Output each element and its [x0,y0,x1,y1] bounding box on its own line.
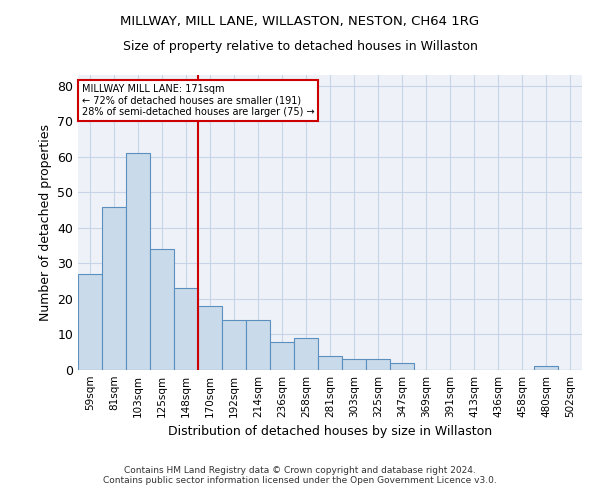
Text: Contains HM Land Registry data © Crown copyright and database right 2024.
Contai: Contains HM Land Registry data © Crown c… [103,466,497,485]
Bar [222,320,246,370]
Bar [102,206,126,370]
Bar [318,356,342,370]
Y-axis label: Number of detached properties: Number of detached properties [38,124,52,321]
Bar [366,360,390,370]
Bar [126,153,150,370]
Bar [150,249,174,370]
Bar [198,306,222,370]
Text: Size of property relative to detached houses in Willaston: Size of property relative to detached ho… [122,40,478,53]
Bar [534,366,558,370]
Bar [78,274,102,370]
Text: MILLWAY MILL LANE: 171sqm
← 72% of detached houses are smaller (191)
28% of semi: MILLWAY MILL LANE: 171sqm ← 72% of detac… [82,84,314,117]
Bar [342,360,366,370]
Bar [390,363,414,370]
Bar [270,342,294,370]
Bar [174,288,198,370]
Bar [294,338,318,370]
Text: MILLWAY, MILL LANE, WILLASTON, NESTON, CH64 1RG: MILLWAY, MILL LANE, WILLASTON, NESTON, C… [121,15,479,28]
X-axis label: Distribution of detached houses by size in Willaston: Distribution of detached houses by size … [168,426,492,438]
Bar [246,320,270,370]
